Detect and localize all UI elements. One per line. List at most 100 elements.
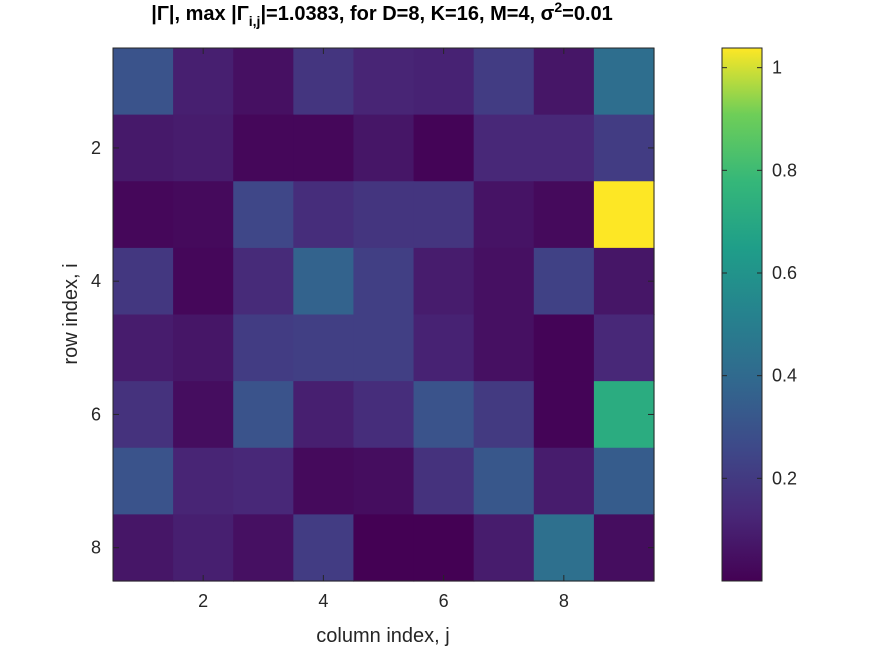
heatmap-cell: [173, 48, 234, 116]
heatmap-cell: [473, 447, 535, 515]
heatmap-cell: [173, 447, 234, 515]
x-axis-ticks: 2 4 6 8: [198, 48, 569, 611]
heatmap-cell: [473, 181, 535, 249]
plot-frame: [112, 47, 655, 582]
heatmap-cell: [593, 514, 655, 582]
heatmap-cell: [293, 381, 355, 449]
heatmap-cell: [173, 514, 234, 582]
heatmap-cell: [353, 181, 415, 249]
heatmap-cell: [593, 114, 655, 182]
heatmap-cell: [413, 314, 475, 382]
heatmap-cell: [473, 314, 535, 382]
heatmap-cell: [533, 381, 595, 449]
heatmap-cell: [593, 181, 655, 249]
heatmap-cell: [293, 48, 355, 116]
heatmap-cell: [113, 514, 174, 582]
heatmap-cell: [533, 514, 595, 582]
heatmap-cell: [113, 247, 174, 316]
heatmap-cell: [593, 314, 655, 382]
heatmap-cell: [233, 181, 294, 249]
colorbar-tick-label: 1: [772, 58, 782, 78]
heatmap-cell: [533, 247, 595, 316]
heatmap-cell: [593, 247, 655, 316]
y-axis-ticks: 2 4 6 8: [91, 138, 654, 558]
x-tick-label: 8: [559, 591, 569, 611]
heatmap-cell: [293, 181, 355, 249]
heatmap-cell: [413, 381, 475, 449]
heatmap-cell: [113, 48, 174, 116]
heatmap-cell: [413, 114, 475, 182]
heatmap-cell: [593, 48, 655, 116]
colorbar-tick-label: 0.4: [772, 366, 797, 386]
heatmap-cell: [233, 114, 294, 182]
heatmap-cell: [353, 514, 415, 582]
heatmap-cell: [233, 314, 294, 382]
heatmap-cell: [293, 447, 355, 515]
heatmap-cell: [473, 48, 535, 116]
heatmap-cell: [173, 247, 234, 316]
heatmap-cell: [473, 514, 535, 582]
heatmap-cell: [173, 314, 234, 382]
y-axis-label: row index, i: [60, 263, 82, 364]
heatmap-cell: [473, 247, 535, 316]
heatmap-cell: [113, 381, 174, 449]
heatmap-cell: [113, 447, 174, 515]
heatmap-cell: [113, 114, 174, 182]
heatmap-cell: [413, 247, 475, 316]
heatmap-cell: [233, 48, 294, 116]
x-axis-label: column index, j: [316, 625, 449, 647]
heatmap-cell: [353, 247, 415, 316]
heatmap-cell: [353, 447, 415, 515]
x-tick-label: 4: [318, 591, 328, 611]
x-tick-label: 2: [198, 591, 208, 611]
heatmap-cell: [173, 381, 234, 449]
heatmap-cell: [593, 381, 655, 449]
heatmap-cell: [473, 381, 535, 449]
heatmap-cell: [353, 48, 415, 116]
heatmap-cell: [113, 181, 174, 249]
heatmap-cell: [293, 247, 355, 316]
heatmap-cell: [233, 381, 294, 449]
heatmap-cell: [293, 114, 355, 182]
heatmap-cell: [173, 181, 234, 249]
colorbar-tick-label: 0.2: [772, 468, 797, 488]
heatmap-cell: [413, 514, 475, 582]
heatmap-cell: [533, 181, 595, 249]
colorbar-tick-label: 0.6: [772, 263, 797, 283]
heatmap-cell: [413, 447, 475, 515]
title-part-1: |Γ|, max |Γ: [151, 3, 249, 25]
heatmap-cell: [113, 314, 174, 382]
heatmap-cell: [353, 381, 415, 449]
title-part-2: |=1.0383, for D=8, K=16, M=4, σ: [260, 3, 554, 25]
heatmap-cell: [353, 114, 415, 182]
heatmap-cell: [293, 514, 355, 582]
colorbar-tick-label: 0.8: [772, 160, 797, 180]
heatmap-cell: [593, 447, 655, 515]
title-superscript: 2: [554, 0, 562, 15]
heatmap-cell: [233, 447, 294, 515]
y-tick-label: 8: [91, 538, 101, 558]
heatmap-cell: [353, 314, 415, 382]
title-part-3: =0.01: [562, 3, 613, 25]
heatmap-cell: [533, 48, 595, 116]
heatmap-cell: [533, 114, 595, 182]
colorbar: [721, 47, 763, 582]
y-tick-label: 6: [91, 404, 101, 424]
x-tick-label: 6: [439, 591, 449, 611]
heatmap-cell: [413, 48, 475, 116]
y-tick-label: 4: [91, 271, 101, 291]
heatmap-cell: [533, 447, 595, 515]
heatmap-cell: [533, 314, 595, 382]
heatmap-cell: [473, 114, 535, 182]
y-tick-label: 2: [91, 138, 101, 158]
heatmap-cell: [233, 247, 294, 316]
heatmap-cell: [233, 514, 294, 582]
colorbar-ticks: 0.2 0.4 0.6 0.8 1: [722, 58, 797, 488]
chart-title: |Γ|, max |Γi,j|=1.0383, for D=8, K=16, M…: [151, 0, 613, 29]
heatmap-cell: [413, 181, 475, 249]
heatmap-cell: [293, 314, 355, 382]
heatmap-cell: [173, 114, 234, 182]
title-subscript: i,j: [249, 13, 261, 29]
heatmap-cells: [113, 48, 655, 582]
